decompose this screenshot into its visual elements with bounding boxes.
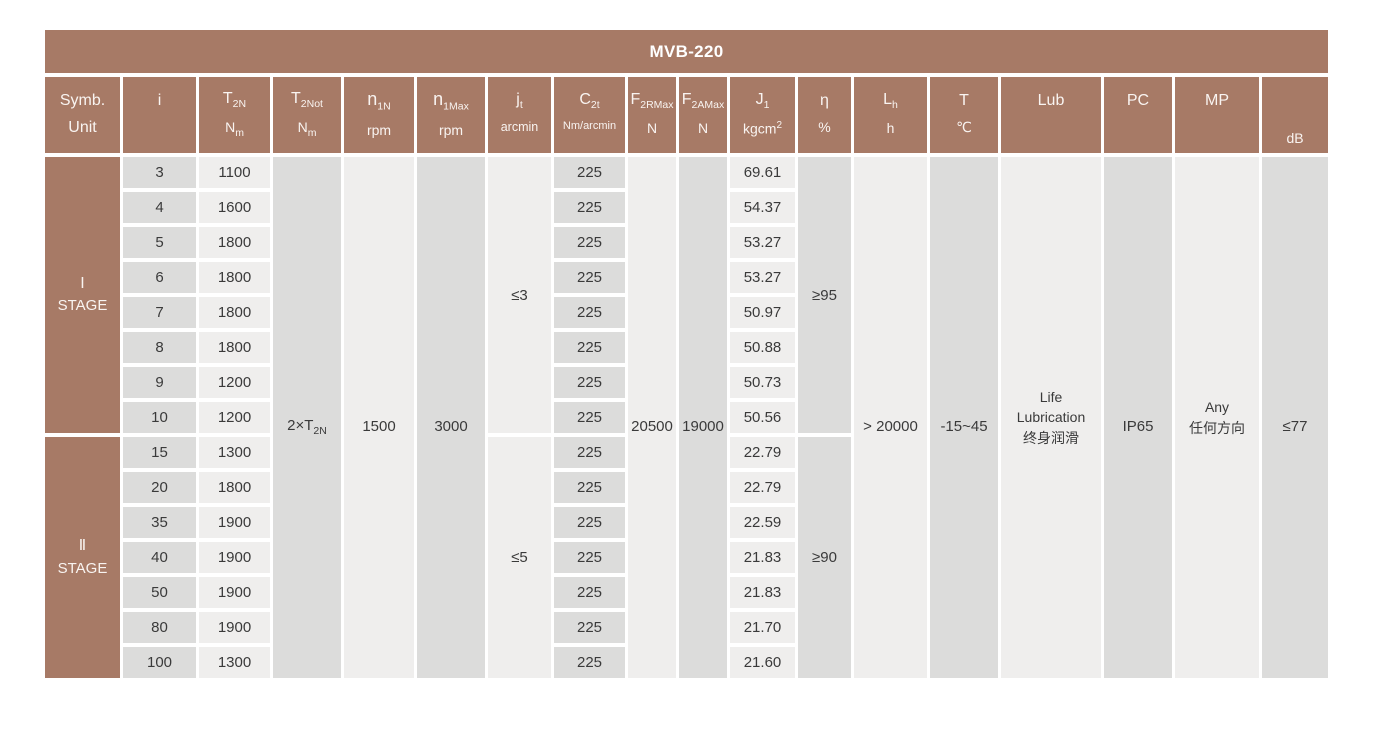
cell-n1n-merged: 1500 (344, 157, 414, 678)
cell-t2n: 1300 (199, 647, 270, 678)
cell-c2t: 225 (554, 647, 625, 678)
cell-c2t: 225 (554, 472, 625, 503)
cell-i: 15 (123, 437, 196, 468)
header-f2amax: F2AMax N (679, 77, 727, 153)
cell-db-merged: ≤77 (1262, 157, 1328, 678)
cell-c2t: 225 (554, 367, 625, 398)
header-n1max: n1Max rpm (417, 77, 485, 153)
cell-t2n: 1800 (199, 262, 270, 293)
stage-label-1: Ⅰ STAGE (45, 157, 120, 433)
cell-n1max-merged: 3000 (417, 157, 485, 678)
stage-label-2: Ⅱ STAGE (45, 437, 120, 678)
cell-j1: 50.73 (730, 367, 795, 398)
cell-j1: 53.27 (730, 262, 795, 293)
cell-i: 3 (123, 157, 196, 188)
cell-j1: 53.27 (730, 227, 795, 258)
cell-c2t: 225 (554, 297, 625, 328)
cell-t2n: 1200 (199, 367, 270, 398)
cell-j1: 22.59 (730, 507, 795, 538)
cell-f2amax-merged: 19000 (679, 157, 727, 678)
cell-i: 40 (123, 542, 196, 573)
cell-i: 8 (123, 332, 196, 363)
header-db: dB (1262, 77, 1328, 153)
header-pc: PC (1104, 77, 1172, 153)
cell-t2n: 1800 (199, 297, 270, 328)
cell-i: 80 (123, 612, 196, 643)
header-c2t: C2t Nm/arcmin (554, 77, 625, 153)
cell-t2n: 1800 (199, 472, 270, 503)
header-eta: η% (798, 77, 851, 153)
header-t: T ℃ (930, 77, 998, 153)
spec-table: MVB-220 Symb. Unit i T2N Nm T2Not Nm n1N rpm n1Max… (45, 30, 1328, 678)
cell-c2t: 225 (554, 332, 625, 363)
cell-j1: 54.37 (730, 192, 795, 223)
cell-j1: 21.83 (730, 577, 795, 608)
cell-i: 7 (123, 297, 196, 328)
cell-t-merged: -15~45 (930, 157, 998, 678)
cell-eta-stage2: ≥90 (798, 437, 851, 678)
cell-t2n: 1600 (199, 192, 270, 223)
cell-j1: 50.56 (730, 402, 795, 433)
header-lh: Lh h (854, 77, 927, 153)
header-jt: jt arcmin (488, 77, 551, 153)
cell-t2n: 1900 (199, 507, 270, 538)
header-i: i (123, 77, 196, 153)
cell-j1: 22.79 (730, 472, 795, 503)
cell-c2t: 225 (554, 402, 625, 433)
cell-t2n: 1100 (199, 157, 270, 188)
cell-c2t: 225 (554, 577, 625, 608)
cell-i: 6 (123, 262, 196, 293)
cell-j1: 21.83 (730, 542, 795, 573)
cell-pc-merged: IP65 (1104, 157, 1172, 678)
cell-j1: 22.79 (730, 437, 795, 468)
cell-j1: 50.88 (730, 332, 795, 363)
cell-c2t: 225 (554, 192, 625, 223)
cell-c2t: 225 (554, 437, 625, 468)
header-lub: Lub (1001, 77, 1101, 153)
table-title: MVB-220 (45, 30, 1328, 73)
cell-t2n: 1200 (199, 402, 270, 433)
cell-t2not-merged: 2×T2N (273, 157, 341, 678)
header-t2n: T2N Nm (199, 77, 270, 153)
header-t2not: T2Not Nm (273, 77, 341, 153)
cell-i: 100 (123, 647, 196, 678)
cell-c2t: 225 (554, 507, 625, 538)
header-j1: J1 kgcm2 (730, 77, 795, 153)
cell-c2t: 225 (554, 157, 625, 188)
cell-i: 9 (123, 367, 196, 398)
cell-t2n: 1900 (199, 612, 270, 643)
cell-c2t: 225 (554, 262, 625, 293)
header-mp: MP (1175, 77, 1259, 153)
cell-j1: 69.61 (730, 157, 795, 188)
cell-i: 4 (123, 192, 196, 223)
cell-i: 5 (123, 227, 196, 258)
cell-lub-merged: Life Lubrication 终身润滑 (1001, 157, 1101, 678)
cell-f2rmax-merged: 20500 (628, 157, 676, 678)
cell-j1: 21.70 (730, 612, 795, 643)
cell-t2n: 1300 (199, 437, 270, 468)
cell-i: 10 (123, 402, 196, 433)
cell-t2n: 1900 (199, 577, 270, 608)
cell-mp-merged: Any 任何方向 (1175, 157, 1259, 678)
header-n1n: n1N rpm (344, 77, 414, 153)
cell-t2n: 1800 (199, 227, 270, 258)
cell-t2n: 1800 (199, 332, 270, 363)
header-symb-unit: Symb. Unit (45, 77, 120, 153)
cell-i: 20 (123, 472, 196, 503)
cell-c2t: 225 (554, 227, 625, 258)
cell-jt-stage1: ≤3 (488, 157, 551, 433)
cell-c2t: 225 (554, 542, 625, 573)
cell-jt-stage2: ≤5 (488, 437, 551, 678)
cell-j1: 50.97 (730, 297, 795, 328)
cell-eta-stage1: ≥95 (798, 157, 851, 433)
header-f2rmax: F2RMax N (628, 77, 676, 153)
cell-i: 35 (123, 507, 196, 538)
cell-lh-merged: > 20000 (854, 157, 927, 678)
cell-c2t: 225 (554, 612, 625, 643)
cell-j1: 21.60 (730, 647, 795, 678)
cell-t2n: 1900 (199, 542, 270, 573)
cell-i: 50 (123, 577, 196, 608)
